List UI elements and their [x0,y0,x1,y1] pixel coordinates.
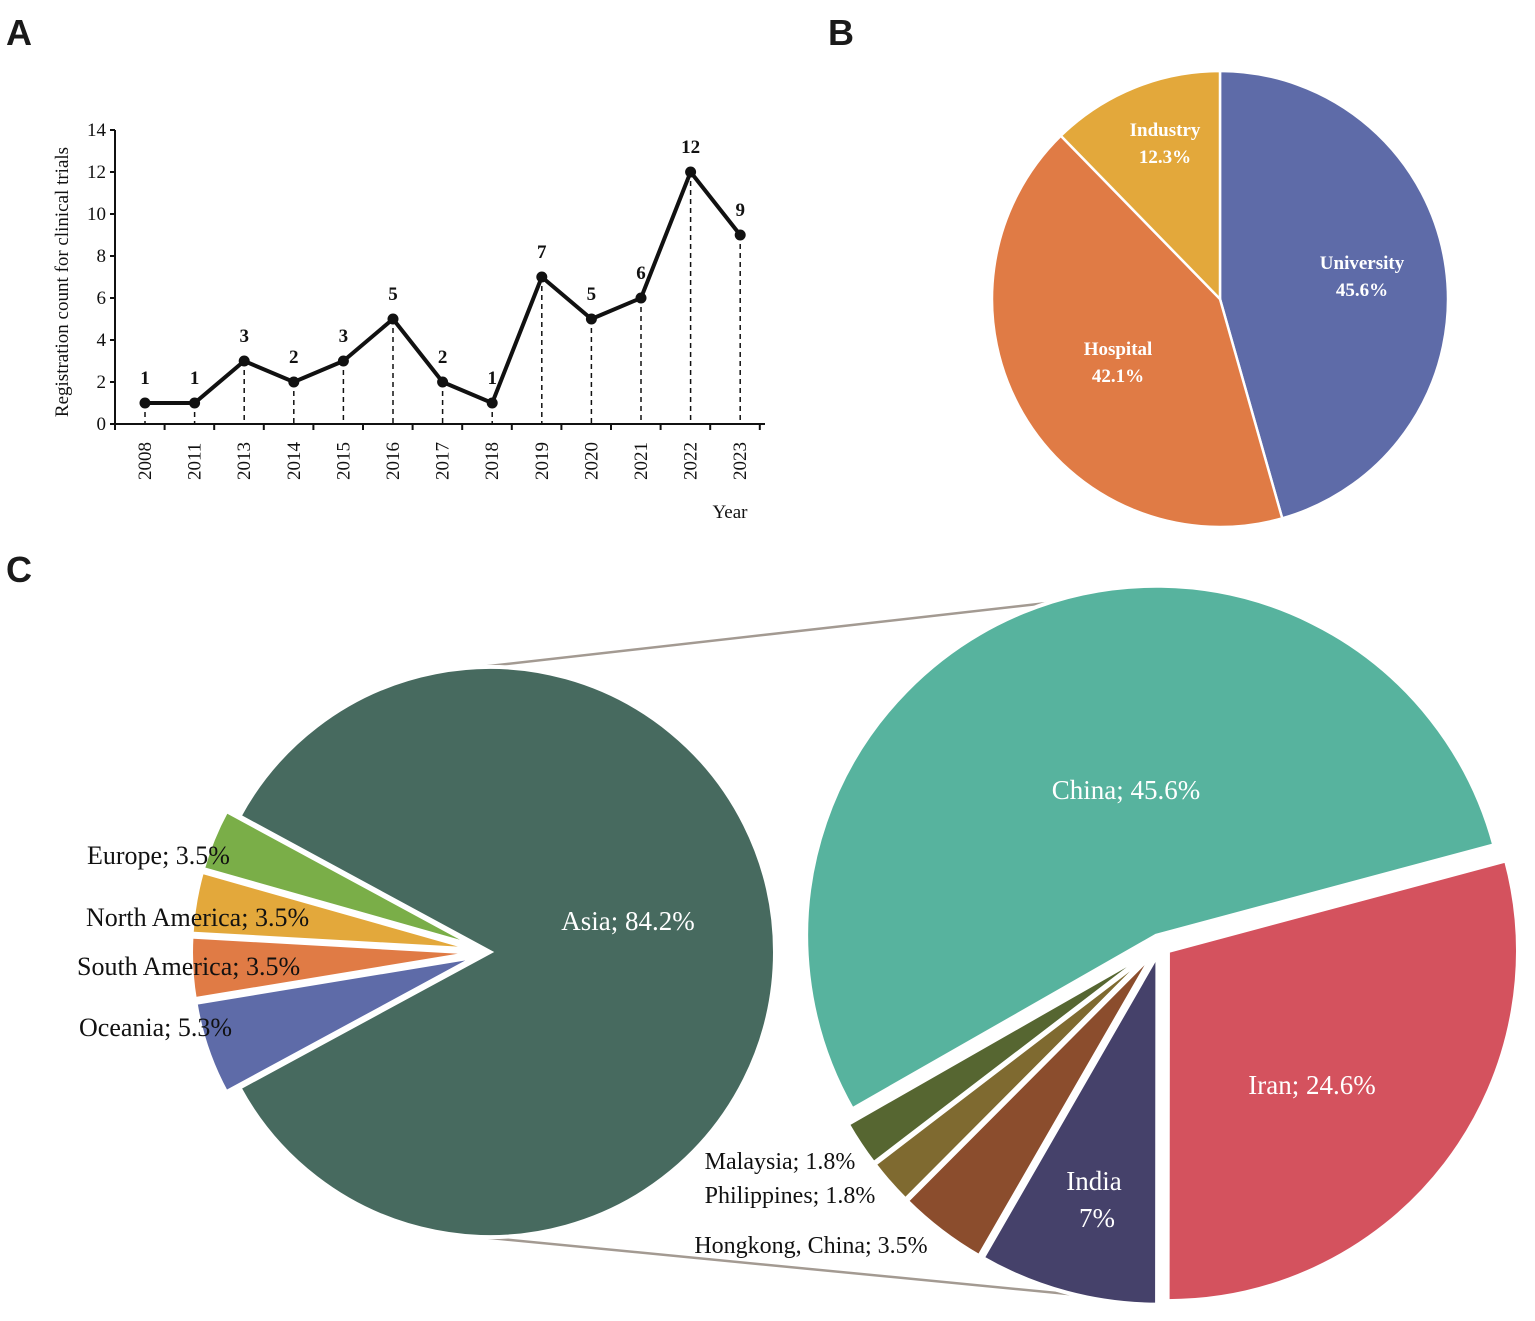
data-label: 3 [239,326,249,347]
x-tick-label: 2016 [383,442,404,480]
data-point [585,313,597,325]
pie-slice-industry [1059,69,1222,303]
data-point [437,376,449,388]
data-label: 5 [388,284,398,305]
data-label: 2 [289,347,299,368]
slice-value-hospital: 42.1% [1092,366,1144,387]
x-tick-label: 2022 [681,442,702,480]
slice-value-india: 7% [1079,1203,1115,1233]
slice-label-industry: Industry [1130,120,1201,141]
data-point [189,397,201,409]
data-label: 7 [537,242,547,263]
pie-slice-university [1218,69,1450,520]
data-point [387,313,399,325]
data-label: 5 [587,284,597,305]
slice-label-university: University [1320,253,1405,274]
y-tick-label: 0 [97,414,107,435]
x-tick-label: 2013 [234,442,255,480]
data-point [685,166,697,178]
data-label: 2 [438,347,448,368]
y-tick-label: 2 [97,372,107,393]
slice-label-hospital: Hospital [1084,339,1153,360]
y-tick-label: 6 [97,288,107,309]
pie-slice-south-america [189,934,477,1002]
data-point [337,355,349,367]
pie-slice-oceania [193,954,478,1095]
pie-slice-malaysia [845,948,1153,1167]
data-point [734,229,746,241]
x-tick-label: 2019 [532,442,553,480]
data-point [288,376,300,388]
sponsor-pie-chart [990,69,1450,529]
slice-label-india: India [1066,1166,1121,1196]
x-tick-label: 2011 [185,443,206,480]
slice-label-malaysia: Malaysia; 1.8% [705,1149,856,1175]
pie-slice-europe [200,808,478,949]
slice-label-asia: Asia; 84.2% [561,906,694,936]
slice-label-oceania: Oceania; 5.3% [79,1013,232,1042]
y-tick-label: 14 [87,120,107,141]
y-tick-label: 10 [87,204,106,225]
country-pie-labels: China; 45.6% Iran; 24.6% India 7% Malays… [694,775,1375,1259]
slice-label-china: China; 45.6% [1052,775,1201,805]
data-label: 3 [339,326,349,347]
slice-label-iran: Iran; 24.6% [1248,1070,1375,1100]
pie-slice-hospital [990,133,1284,529]
data-label: 9 [735,200,745,221]
connector-line-bottom [479,1235,1151,1304]
data-point [635,292,647,304]
panel-label-c: C [6,549,32,590]
data-label: 6 [636,263,646,284]
connector-line-top [479,595,1101,669]
pie-slice-north-america [189,869,477,952]
y-tick-label: 12 [87,162,106,183]
y-tick-label: 4 [97,330,107,351]
pie-slice-hongkong-china [904,951,1156,1259]
slice-label-north-america: North America; 3.5% [86,903,309,932]
continent-pie-labels: Asia; 84.2% Europe; 3.5% North America; … [77,841,695,1042]
slice-value-university: 45.6% [1336,280,1388,301]
data-label: 1 [190,368,200,389]
pie-slice-iran [1165,858,1520,1304]
panel-label-b: B [828,12,854,53]
sponsor-pie-labels: University 45.6% Hospital 42.1% Industry… [1084,120,1405,387]
asia-country-pie-chart [804,583,1520,1307]
x-tick-label: 2015 [333,442,354,480]
data-point [536,271,548,283]
x-axis-label: Year [712,502,748,523]
pie-slice-asia [236,665,777,1239]
x-tick-label: 2017 [433,442,454,480]
panel-label-a: A [6,12,32,53]
x-tick-label: 2014 [284,442,305,481]
data-point [486,397,498,409]
pie-slice-china [804,583,1497,1113]
slice-label-south-america: South America; 3.5% [77,952,300,981]
data-point [139,397,151,409]
series-line [145,170,742,405]
slice-value-industry: 12.3% [1139,147,1191,168]
pie-slice-india [979,947,1160,1307]
x-tick-label: 2018 [482,442,503,480]
data-label: 1 [487,368,497,389]
x-tick-label: 2023 [730,442,751,480]
slice-label-hongkong: Hongkong, China; 3.5% [694,1233,927,1259]
x-tick-label: 2020 [581,442,602,480]
y-axis-label: Registration count for clinical trials [52,147,73,417]
y-tick-label: 8 [97,246,107,267]
x-tick-label: 2021 [631,442,652,480]
data-point [238,355,250,367]
data-label: 12 [681,137,700,158]
data-label: 1 [140,368,150,389]
continent-pie-chart [189,665,777,1239]
x-tick-label: 2008 [135,442,156,480]
slice-label-europe: Europe; 3.5% [87,841,230,870]
slice-label-philippines: Philippines; 1.8% [705,1183,876,1209]
